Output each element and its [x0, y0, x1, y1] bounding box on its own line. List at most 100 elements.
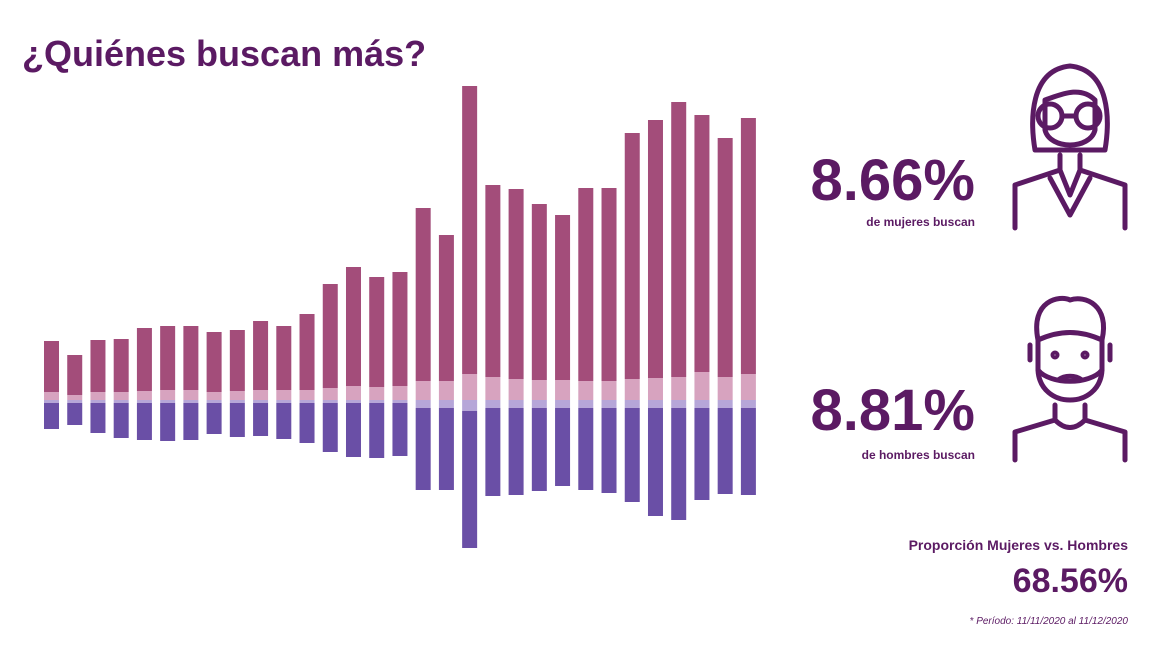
bar-segment: [136, 328, 152, 391]
bar-segment: [392, 386, 408, 400]
bar-segment: [67, 395, 83, 400]
bar-segment: [671, 408, 687, 520]
bar-segment: [485, 400, 501, 408]
bar-segment: [67, 403, 83, 425]
footnote: * Período: 11/11/2020 al 11/12/2020: [970, 616, 1129, 627]
bar-segment: [624, 379, 640, 400]
bar-segment: [531, 380, 547, 400]
bar-segment: [531, 408, 547, 491]
bar-segment: [206, 392, 222, 400]
bar-segment: [229, 330, 245, 391]
bar-segment: [485, 408, 501, 496]
bar-segment: [694, 372, 710, 400]
bar-segment: [624, 400, 640, 408]
bar-segment: [229, 400, 245, 403]
bar-segment: [717, 400, 733, 408]
bar-segment: [44, 400, 59, 403]
bar-segment: [206, 400, 222, 403]
bar-segment: [253, 321, 269, 390]
bar-segment: [508, 408, 524, 495]
bar-segment: [624, 133, 640, 379]
bar-segment: [671, 377, 687, 400]
bar-segment: [647, 408, 663, 516]
bar-segment: [183, 390, 199, 400]
bar-segment: [671, 102, 687, 377]
bar-segment: [438, 400, 454, 408]
bar-segment: [462, 411, 478, 548]
bar-segment: [299, 314, 315, 390]
bar-segment: [647, 120, 663, 378]
bar-segment: [90, 340, 106, 392]
bar-segment: [717, 377, 733, 400]
bar-segment: [229, 391, 245, 400]
bar-segment: [392, 403, 408, 456]
bar-segment: [369, 403, 385, 458]
bar-segment: [44, 341, 59, 392]
bar-segment: [485, 185, 501, 377]
bar-segment: [601, 408, 617, 493]
bar-segment: [415, 408, 431, 490]
bar-segment: [299, 390, 315, 400]
stat-value: 8.66%: [811, 148, 975, 213]
bar-segment: [578, 400, 594, 408]
bar-segment: [44, 403, 59, 429]
bar-segment: [322, 284, 338, 388]
man-icon: [1012, 295, 1128, 463]
bar-segment: [345, 400, 361, 403]
bar-segment: [276, 326, 292, 390]
bar-segment: [113, 403, 129, 438]
bar-segment: [392, 400, 408, 403]
bar-segment: [183, 403, 199, 440]
bar-segment: [694, 408, 710, 500]
bar-segment: [531, 204, 547, 380]
bar-segment: [462, 374, 478, 400]
bar-segment: [740, 400, 756, 408]
stat-value: 8.81%: [811, 378, 975, 443]
bar-segment: [90, 392, 106, 400]
bars: [44, 86, 756, 548]
bar-segment: [322, 403, 338, 452]
bar-segment: [694, 400, 710, 408]
bar-segment: [136, 391, 152, 400]
bar-segment: [508, 189, 524, 379]
bar-segment: [415, 381, 431, 400]
bar-segment: [555, 400, 571, 408]
title: ¿Quiénes buscan más?: [22, 33, 426, 74]
bar-segment: [740, 374, 756, 400]
bar-segment: [601, 381, 617, 400]
bar-segment: [90, 400, 106, 403]
bar-segment: [253, 403, 269, 436]
bar-segment: [508, 400, 524, 408]
bar-segment: [67, 400, 83, 403]
bar-segment: [438, 408, 454, 490]
bar-segment: [369, 277, 385, 387]
bar-segment: [485, 377, 501, 400]
bar-segment: [90, 403, 106, 433]
bar-segment: [671, 400, 687, 408]
bar-segment: [392, 272, 408, 386]
bar-segment: [508, 379, 524, 400]
bar-segment: [415, 208, 431, 381]
bar-segment: [113, 392, 129, 400]
bar-segment: [555, 380, 571, 400]
bar-segment: [369, 387, 385, 400]
bar-segment: [578, 408, 594, 490]
bar-segment: [369, 400, 385, 403]
bar-segment: [345, 386, 361, 400]
bar-segment: [740, 118, 756, 374]
bar-segment: [276, 400, 292, 403]
bar-segment: [160, 403, 176, 441]
bar-segment: [229, 403, 245, 437]
bar-segment: [44, 392, 59, 400]
bar-segment: [601, 400, 617, 408]
bar-segment: [578, 188, 594, 381]
bar-segment: [717, 138, 733, 377]
bar-segment: [276, 390, 292, 400]
bar-segment: [555, 215, 571, 380]
bar-segment: [345, 403, 361, 457]
proportion-label: Proporción Mujeres vs. Hombres: [909, 537, 1129, 553]
bar-segment: [160, 326, 176, 390]
bar-segment: [253, 390, 269, 400]
bar-segment: [160, 390, 176, 400]
